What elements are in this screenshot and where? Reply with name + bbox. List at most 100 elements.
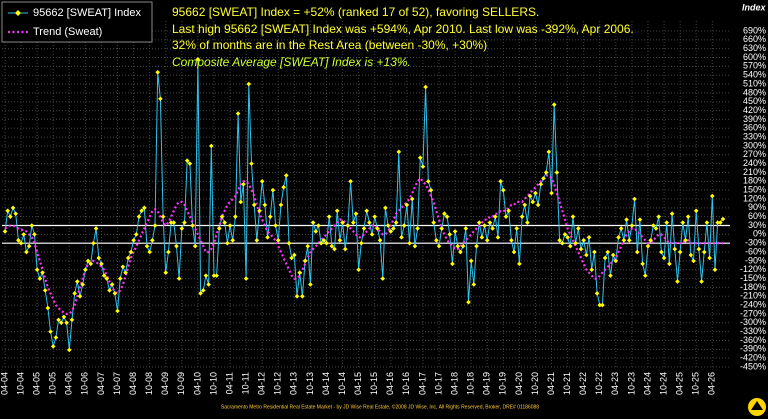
x-tick-label: 10-15	[369, 372, 379, 395]
data-point	[383, 205, 388, 211]
data-point	[361, 226, 367, 231]
data-point	[594, 291, 600, 296]
data-point	[506, 208, 511, 214]
data-point	[688, 252, 694, 258]
data-point	[680, 220, 686, 225]
data-point	[147, 249, 152, 255]
data-point	[447, 232, 453, 237]
legend-marker	[15, 10, 21, 16]
data-point	[18, 240, 24, 246]
data-point	[294, 293, 300, 299]
y-tick-label: 30%	[748, 220, 766, 230]
data-point	[286, 240, 292, 246]
y-tick-label: 690%	[743, 25, 766, 35]
data-point	[380, 276, 386, 281]
x-tick-label: 10-12	[273, 372, 283, 395]
data-point	[348, 179, 353, 184]
data-point	[101, 273, 107, 278]
data-point	[29, 223, 35, 228]
data-point	[80, 282, 85, 287]
data-point	[91, 240, 96, 246]
data-point	[519, 214, 525, 219]
data-point	[353, 211, 359, 217]
y-axis-label: Index	[742, 2, 767, 12]
data-point	[217, 226, 222, 231]
data-point	[69, 317, 75, 323]
data-point	[385, 223, 391, 228]
data-point	[514, 226, 520, 231]
data-point	[77, 293, 83, 299]
x-tick-label: 04-16	[385, 372, 395, 395]
data-point	[21, 232, 27, 237]
x-tick-label: 10-22	[594, 372, 604, 395]
data-point	[645, 243, 651, 249]
data-point	[683, 237, 688, 243]
data-point	[409, 196, 415, 202]
data-point	[551, 102, 557, 107]
y-tick-label: -30%	[745, 238, 766, 248]
data-point	[316, 223, 321, 228]
data-point	[26, 243, 32, 249]
data-point	[482, 223, 487, 228]
data-point	[533, 190, 538, 196]
data-point	[503, 214, 509, 219]
y-tick-label: 180%	[743, 176, 766, 186]
data-point	[40, 270, 45, 275]
legend: 95662 [SWEAT] Index Trend (Sweat)	[1, 1, 153, 43]
data-point	[42, 288, 48, 293]
title-line: 32% of months are in the Rest Area (betw…	[172, 38, 487, 52]
data-point	[99, 261, 104, 267]
data-point	[292, 252, 297, 258]
x-tick-label: 04-11	[224, 372, 234, 394]
data-point	[136, 214, 142, 219]
x-tick-label: 04-10	[192, 372, 202, 395]
data-point	[525, 220, 530, 225]
data-point	[471, 282, 477, 287]
data-point	[324, 240, 329, 246]
data-point	[359, 240, 364, 246]
x-tick-label: 04-14	[321, 372, 331, 395]
data-point	[115, 308, 120, 314]
data-point	[586, 235, 592, 240]
data-point	[8, 214, 13, 219]
legend-box	[1, 1, 153, 43]
data-point	[417, 155, 423, 161]
data-point	[442, 211, 447, 217]
data-point	[174, 243, 179, 249]
data-point	[608, 273, 613, 278]
data-point	[709, 193, 715, 199]
data-point	[675, 279, 680, 284]
data-point	[616, 235, 621, 240]
data-point	[669, 211, 675, 217]
data-point	[401, 223, 407, 228]
data-point	[83, 267, 88, 273]
x-tick-label: 10-24	[658, 372, 668, 395]
y-tick-label: -240%	[740, 299, 766, 309]
data-point	[412, 243, 418, 249]
data-point	[439, 226, 444, 231]
data-point	[651, 223, 656, 228]
data-point	[171, 220, 177, 225]
data-point	[192, 243, 198, 249]
data-point	[659, 249, 664, 255]
data-point	[377, 237, 383, 243]
y-tick-label: -450%	[740, 361, 766, 371]
data-point	[597, 302, 603, 308]
data-point	[214, 273, 219, 278]
data-point	[643, 273, 648, 278]
data-point	[436, 243, 442, 249]
data-point	[254, 237, 260, 243]
data-point	[131, 237, 136, 243]
data-point	[495, 235, 501, 240]
data-point	[5, 208, 10, 214]
data-point	[704, 220, 710, 225]
data-point	[476, 220, 482, 225]
data-point	[554, 170, 560, 175]
data-point	[120, 264, 126, 270]
x-tick-label: 10-09	[176, 372, 186, 395]
x-tick-label: 10-08	[144, 372, 154, 395]
y-tick-label: -420%	[740, 353, 766, 363]
data-point	[388, 229, 394, 234]
data-point	[434, 237, 439, 243]
y-tick-label: 450%	[743, 96, 766, 106]
